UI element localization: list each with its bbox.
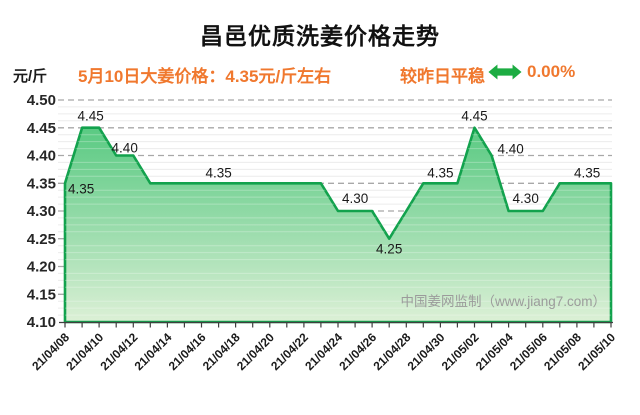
data-point-label: 4.40 (112, 141, 138, 156)
data-point-label: 4.40 (497, 142, 523, 157)
y-axis-label: 4.20 (27, 259, 56, 276)
trend-percent-value: 0.00% (527, 62, 576, 81)
data-point-label: 4.35 (205, 165, 231, 180)
y-axis-label: 4.45 (27, 120, 56, 137)
y-axis-unit-label: 元/斤 (13, 68, 48, 85)
y-axis-label: 4.40 (27, 148, 56, 165)
data-point-label: 4.35 (68, 181, 94, 196)
y-axis-label: 4.50 (27, 92, 56, 109)
data-point-label: 4.35 (427, 165, 453, 180)
watermark-text: 中国姜网监制（www.jiang7.com） (400, 294, 606, 309)
y-axis-label: 4.10 (27, 314, 56, 331)
y-axis-label: 4.25 (27, 231, 56, 248)
x-axis-label: 21/05/10 (575, 330, 618, 373)
data-point-label: 4.25 (376, 242, 402, 257)
data-point-label: 4.45 (77, 109, 103, 124)
trend-status-label: 较昨日平稳 (400, 67, 485, 86)
data-point-label: 4.30 (513, 191, 539, 206)
y-axis-label: 4.30 (27, 203, 56, 220)
price-area-series (63, 126, 613, 324)
data-point-label: 4.30 (342, 191, 368, 206)
flat-trend-arrow-icon (488, 62, 522, 82)
data-point-label: 4.45 (461, 109, 487, 124)
page-title: 昌邑优质洗姜价格走势 (200, 23, 440, 49)
data-point-label: 4.35 (574, 165, 600, 180)
y-axis-label: 4.35 (27, 175, 56, 192)
y-axis-label: 4.15 (27, 286, 56, 303)
current-price-note: 5月10日大姜价格：4.35元/斤左右 (78, 67, 332, 86)
